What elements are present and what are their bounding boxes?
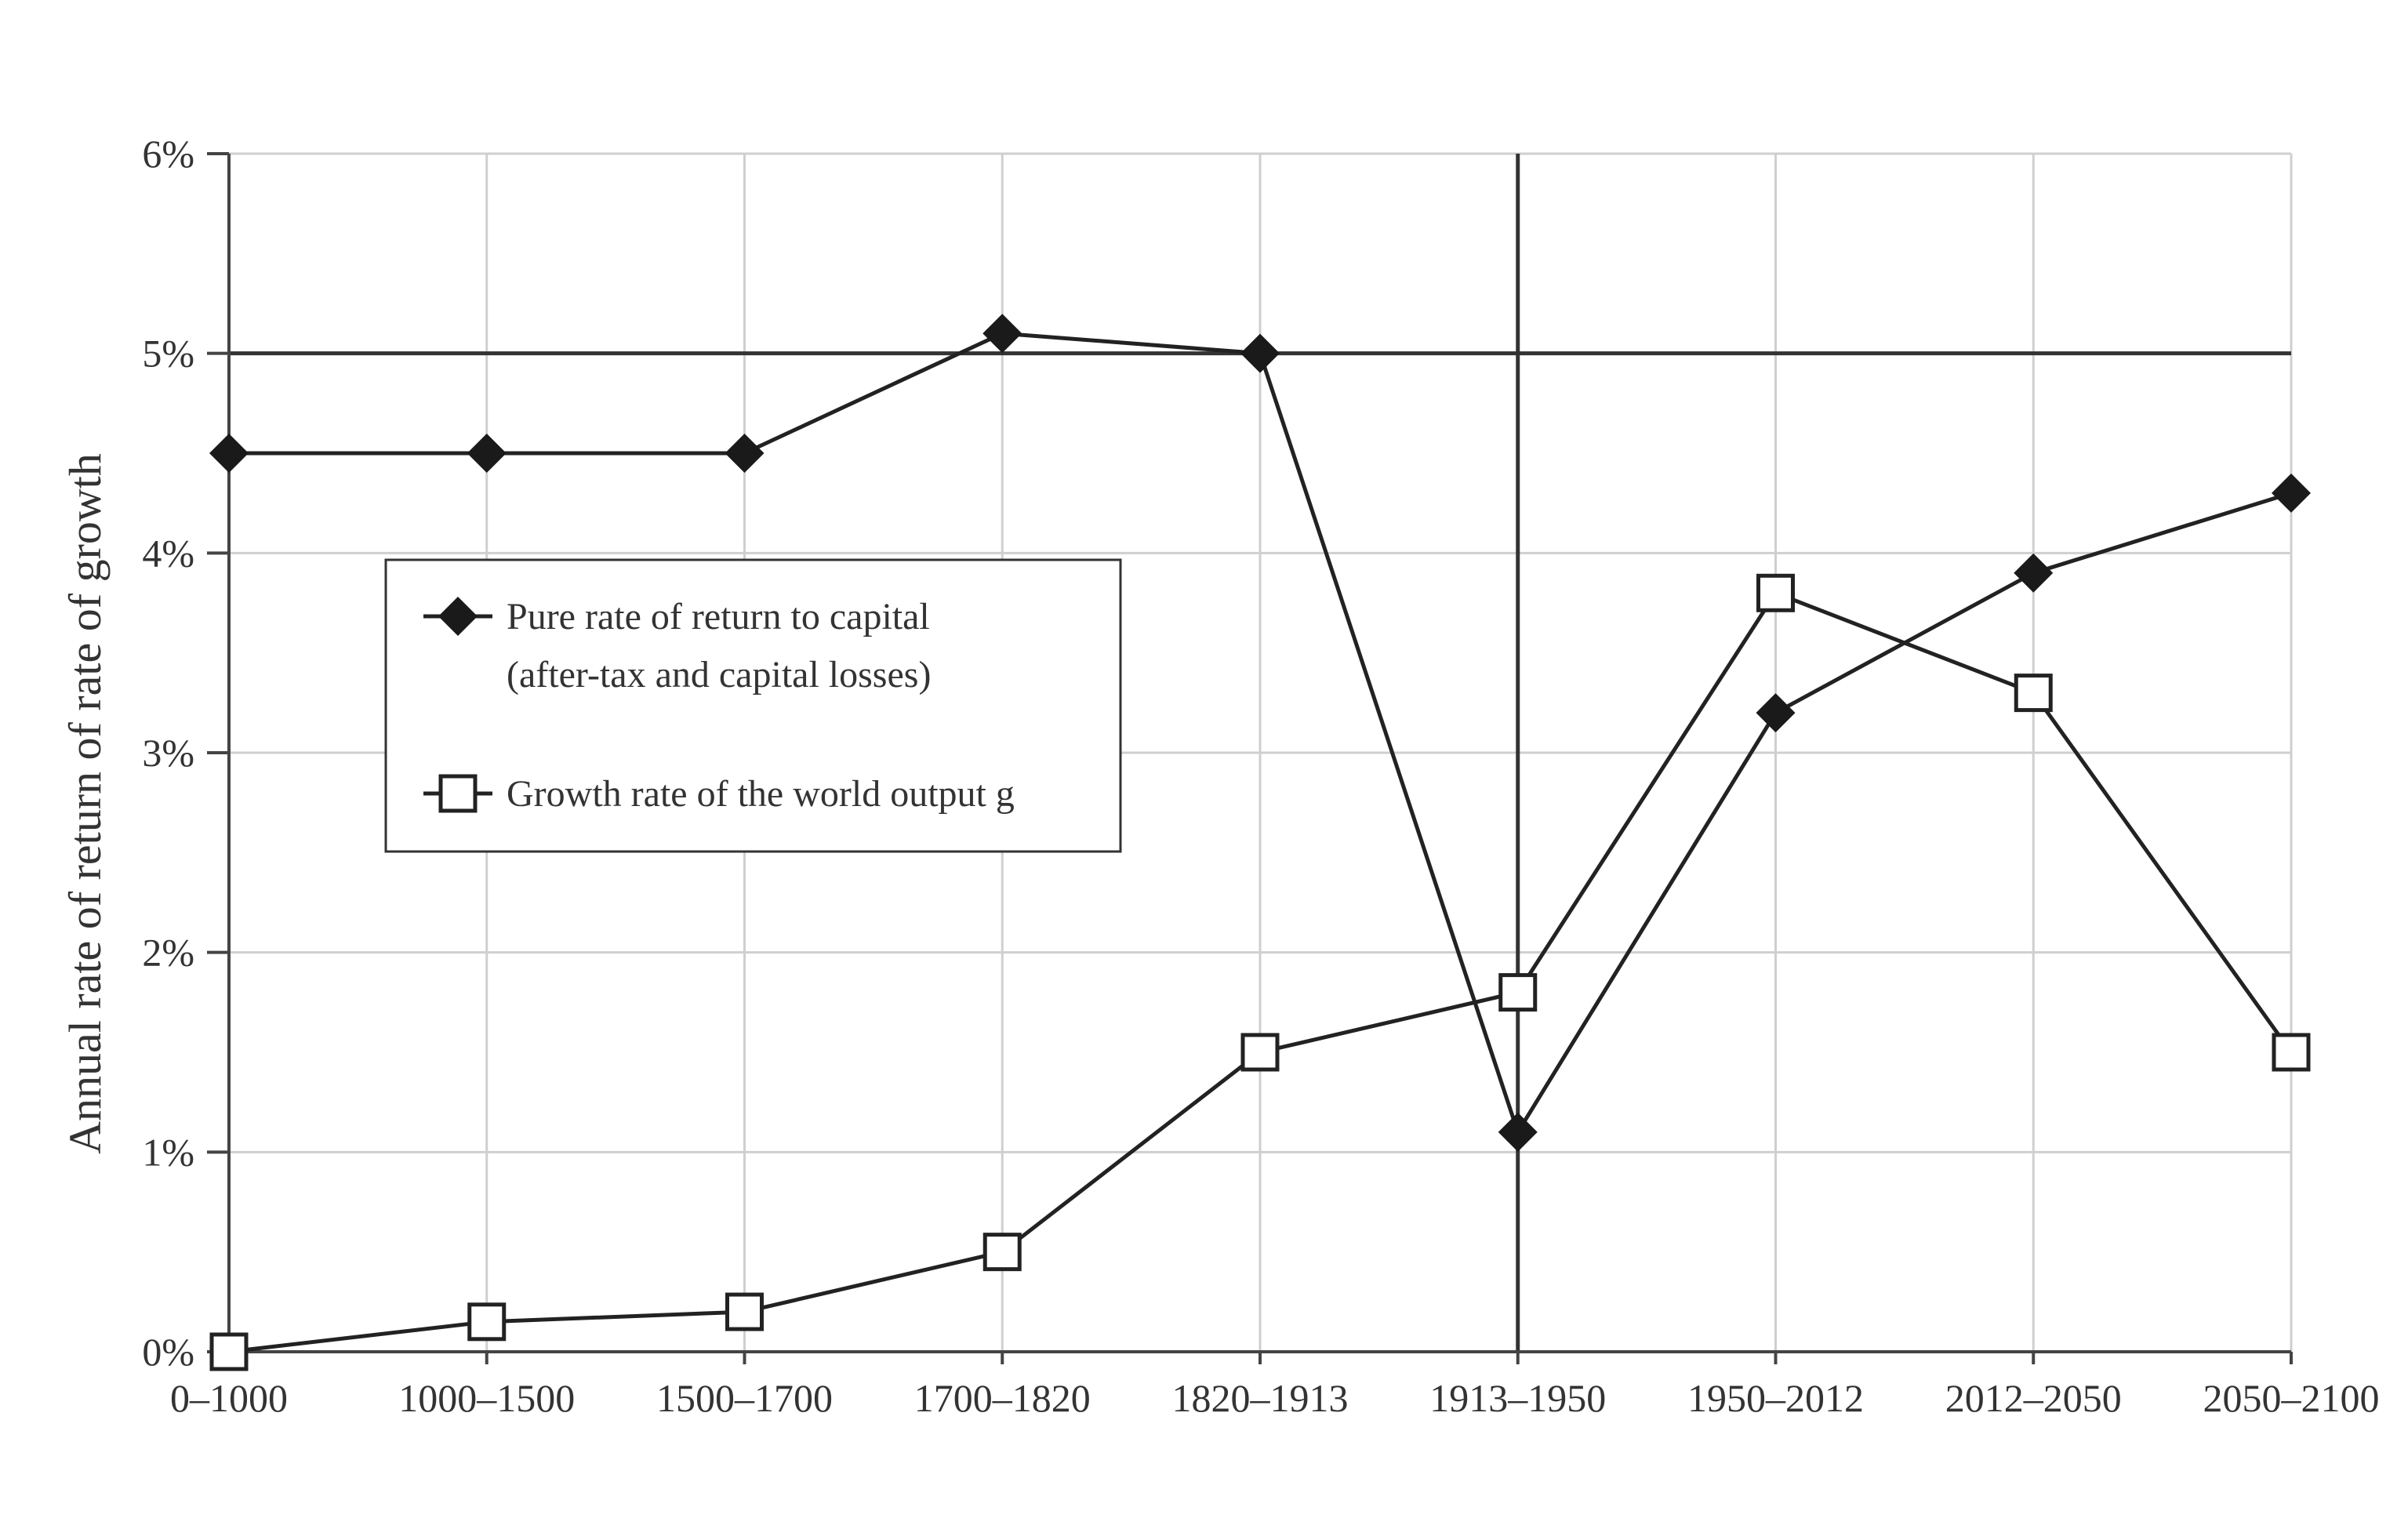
legend-entry-2: Growth rate of the world output g: [423, 773, 1015, 815]
y-tick-label-3: 3%: [142, 731, 194, 775]
y-tick-label-4: 4%: [142, 531, 194, 575]
legend-square-marker: [438, 774, 478, 813]
series-1-point-6: [1756, 693, 1796, 733]
series-1: [209, 314, 2311, 1152]
x-tick-label-8: 2050–2100: [2203, 1376, 2380, 1420]
series: [209, 314, 2311, 1371]
x-tick-labels: 0–1000 1000–1500 1500–1700 1700–1820 1820–19…: [170, 1376, 2380, 1420]
x-tick-label-4: 1820–1913: [1172, 1376, 1349, 1420]
series-2-point-3: [982, 1233, 1022, 1272]
series-2-point-4: [1240, 1033, 1280, 1072]
legend-diamond-marker: [438, 597, 478, 636]
y-tick-label-5: 5%: [142, 332, 194, 376]
series-2-point-5: [1498, 973, 1538, 1012]
legend-label-1: Pure rate of return to capital: [507, 596, 930, 637]
y-tick-label-1: 1%: [142, 1130, 194, 1174]
legend: Pure rate of return to capital (after-ta…: [384, 558, 1122, 853]
series-1-point-4: [1240, 333, 1280, 373]
series-2: [209, 573, 2311, 1371]
series-2-point-0: [209, 1332, 249, 1371]
series-2-point-6: [1756, 573, 1795, 612]
x-tick-label-3: 1700–1820: [914, 1376, 1091, 1420]
series-1-point-3: [982, 314, 1022, 354]
series-1-point-7: [2014, 553, 2054, 593]
series-1-point-2: [725, 434, 765, 473]
series-2-point-1: [467, 1302, 507, 1342]
axes: [207, 152, 2293, 1364]
series-2-point-7: [2014, 674, 2053, 713]
x-tick-label-6: 1950–2012: [1687, 1376, 1864, 1420]
y-tick-labels: 0% 1% 2% 3% 4% 5% 6%: [142, 132, 194, 1374]
y-tick-label-0: 0%: [142, 1330, 194, 1374]
x-tick-label-1: 1000–1500: [398, 1376, 575, 1420]
series-1-point-5: [1498, 1112, 1538, 1152]
x-tick-label-5: 1913–1950: [1429, 1376, 1606, 1420]
series-1-point-1: [467, 434, 507, 473]
series-1-point-8: [2272, 473, 2311, 513]
x-tick-label-0: 0–1000: [170, 1376, 288, 1420]
y-tick-label-2: 2%: [142, 931, 194, 975]
legend-box: [384, 558, 1122, 853]
series-2-point-2: [725, 1292, 764, 1331]
legend-entry-1: Pure rate of return to capital (after-ta…: [423, 596, 931, 695]
y-tick-label-6: 6%: [142, 132, 194, 176]
series-2-point-8: [2272, 1033, 2311, 1072]
legend-label-1b: (after-tax and capital losses): [507, 654, 931, 695]
x-tick-label-2: 1500–1700: [656, 1376, 833, 1420]
legend-label-2: Growth rate of the world output g: [507, 773, 1015, 815]
series-1-point-0: [209, 434, 249, 473]
y-axis-title: Annual rate of return of rate of growth: [60, 453, 111, 1154]
x-tick-label-7: 2012–2050: [1945, 1376, 2122, 1420]
